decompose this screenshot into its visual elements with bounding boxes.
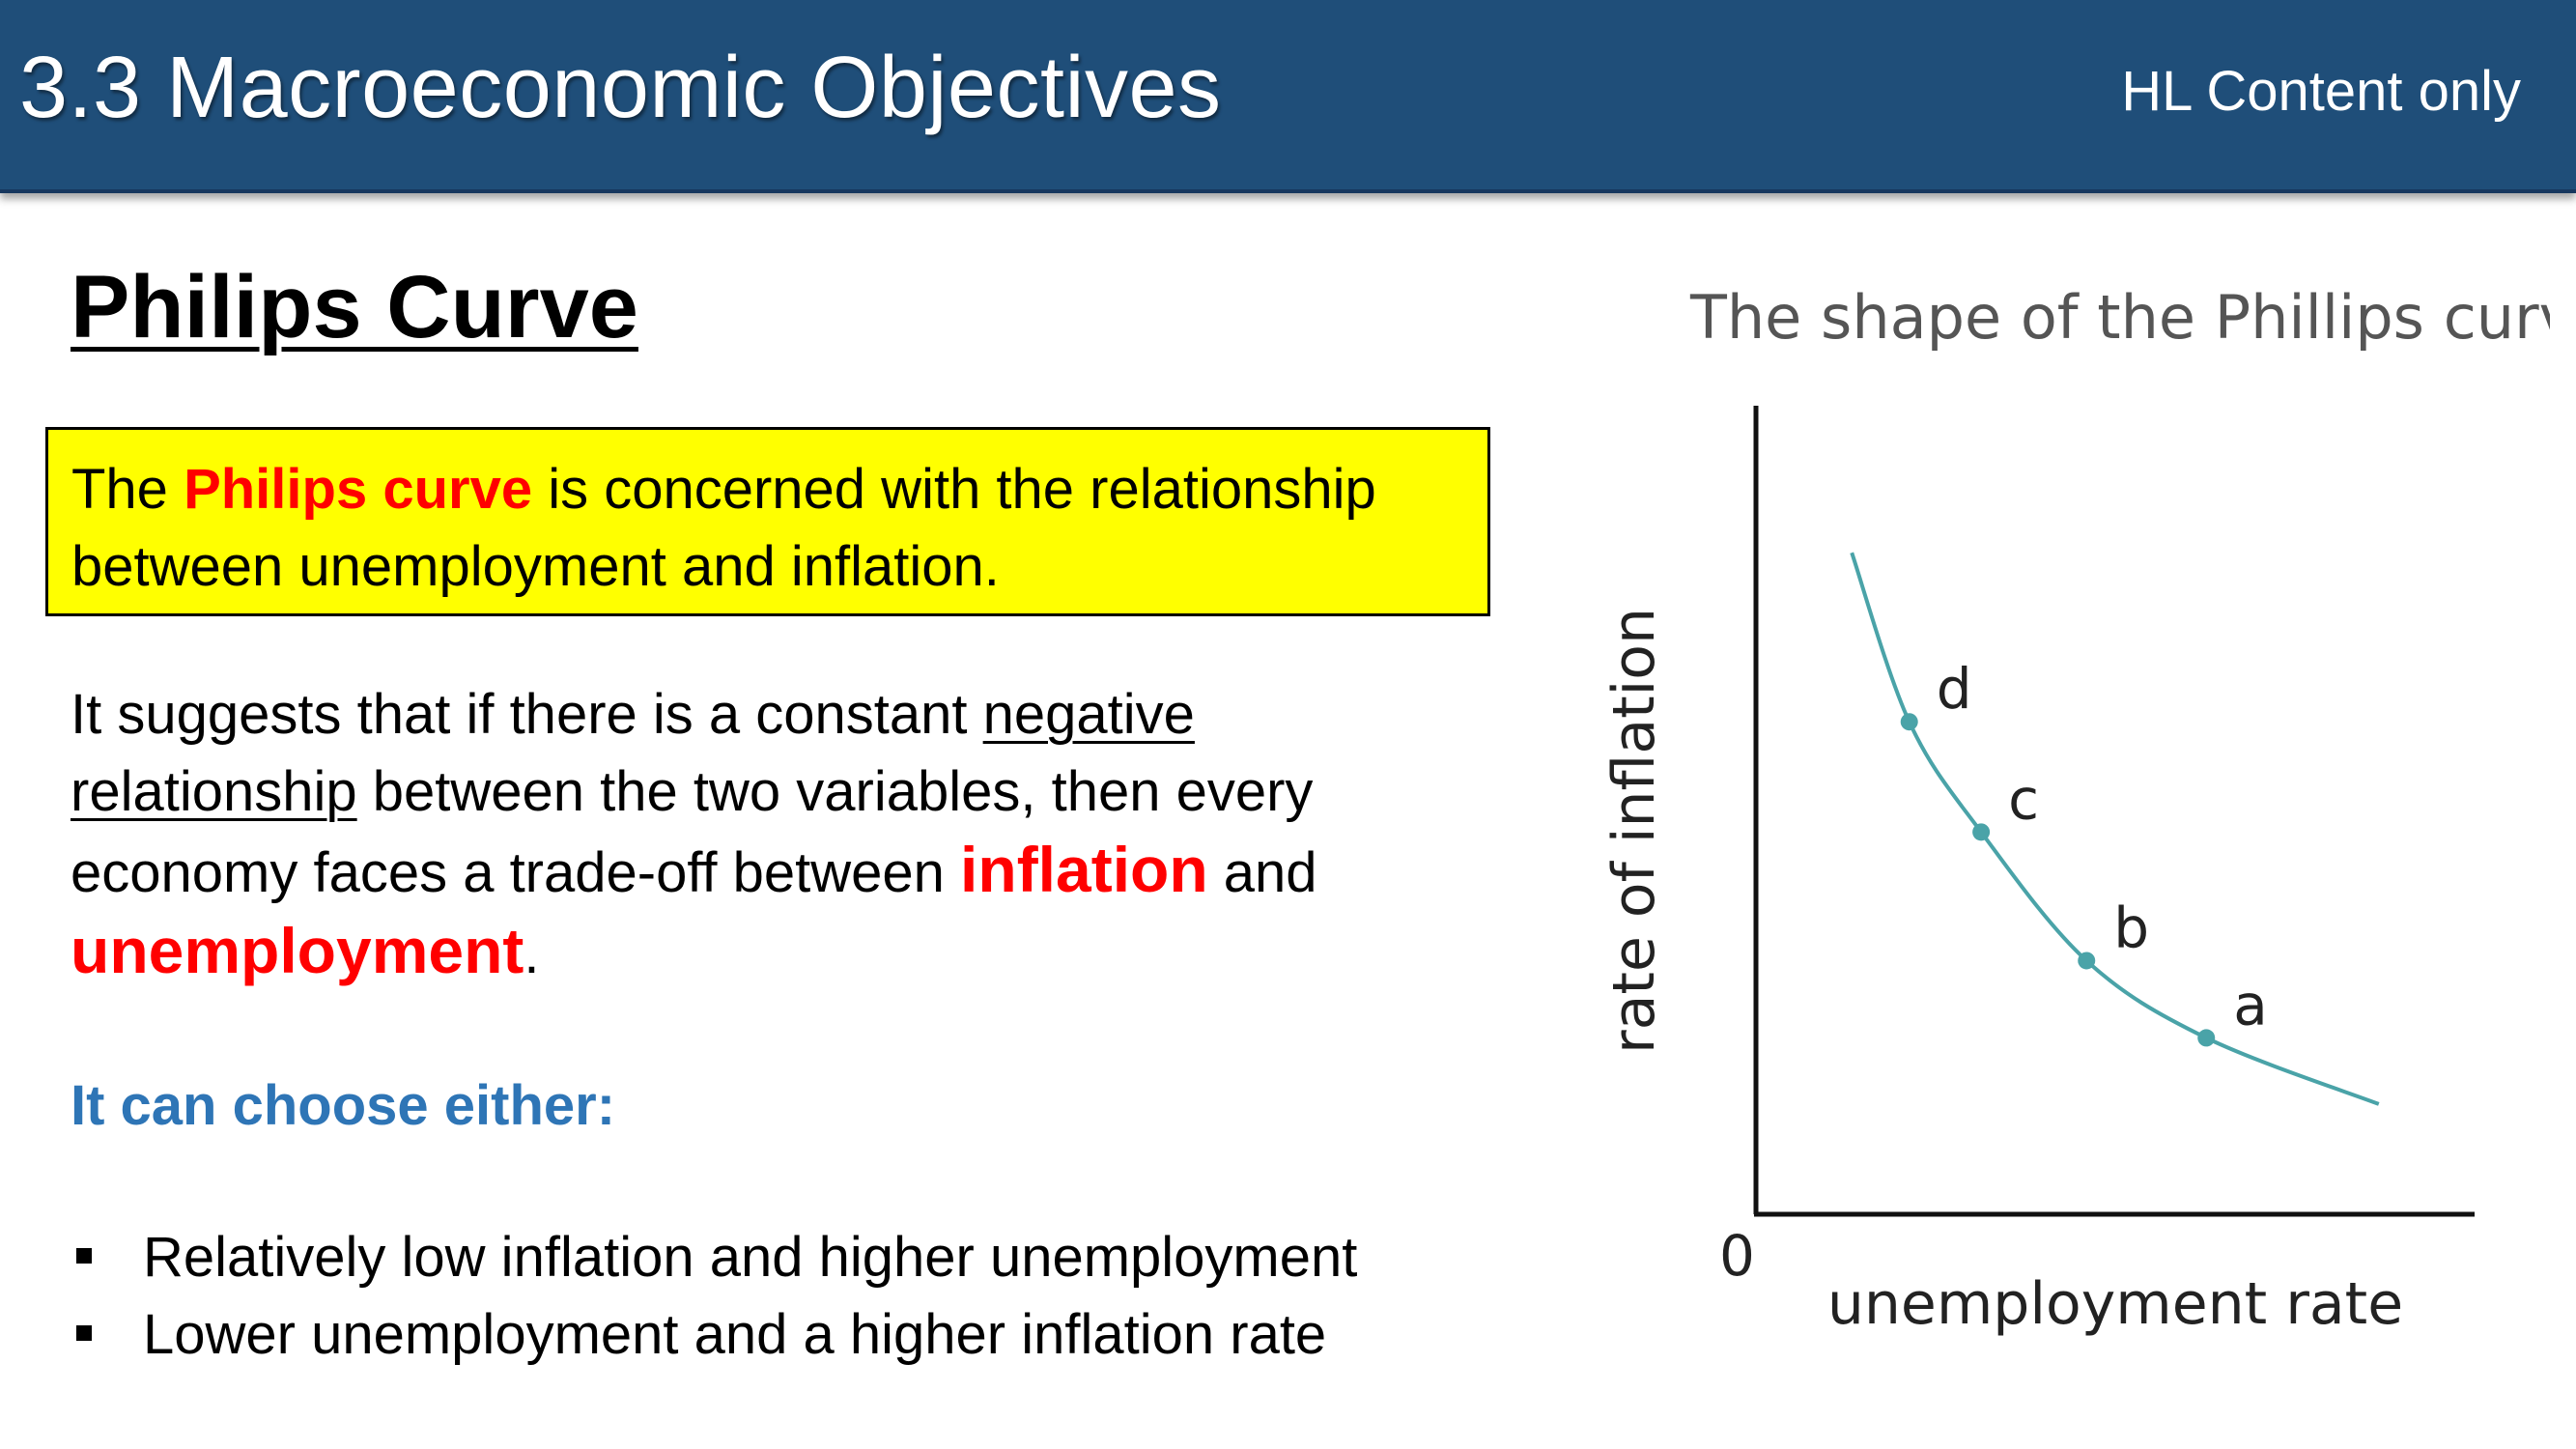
list-item: Relatively low inflation and higher unem… bbox=[71, 1219, 1357, 1296]
definition-prefix: The bbox=[71, 458, 184, 521]
list-item: Lower unemployment and a higher inflatio… bbox=[71, 1296, 1357, 1374]
choice-heading: It can choose either: bbox=[71, 1074, 616, 1137]
choice-list: Relatively low inflation and higher unem… bbox=[71, 1219, 1357, 1374]
data-point-a bbox=[2197, 1029, 2216, 1047]
data-point-b bbox=[2078, 952, 2096, 970]
paragraph-text-1: It suggests that if there is a constant bbox=[71, 683, 983, 746]
point-label-b: b bbox=[2113, 895, 2149, 960]
list-item-text: Lower unemployment and a higher inflatio… bbox=[143, 1303, 1327, 1366]
slide-title: 3.3 Macroeconomic Objectives bbox=[19, 40, 1222, 136]
paragraph-end: . bbox=[524, 923, 540, 985]
keyword-unemployment: unemployment bbox=[71, 915, 524, 986]
paragraph-underline-2: relationship bbox=[71, 760, 357, 823]
data-point-c bbox=[1972, 823, 1991, 841]
square-bullet-icon bbox=[76, 1325, 92, 1341]
origin-label: 0 bbox=[1719, 1223, 1755, 1289]
section-heading: Philips Curve bbox=[71, 258, 638, 356]
phillips-curve-line bbox=[1850, 552, 2380, 1106]
x-axis-label: unemployment rate bbox=[1827, 1270, 2403, 1338]
definition-highlight: Philips curve bbox=[184, 458, 533, 521]
title-bar: 3.3 Macroeconomic Objectives HL Content … bbox=[0, 0, 2576, 193]
list-item-text: Relatively low inflation and higher unem… bbox=[143, 1226, 1358, 1289]
keyword-inflation: inflation bbox=[960, 834, 1208, 905]
data-point-d bbox=[1900, 713, 1918, 731]
phillips-curve-chart: The shape of the Phillips curve rate of … bbox=[1600, 282, 2550, 1338]
paragraph-and: and bbox=[1207, 841, 1317, 904]
data-points: dc b a bbox=[1900, 656, 2268, 1047]
point-label-a: a bbox=[2233, 972, 2268, 1037]
definition-suffix: is concerned with the relationship betwe… bbox=[71, 458, 1376, 598]
paragraph-underline-1: negative bbox=[982, 683, 1195, 746]
definition-box: The Philips curve is concerned with the … bbox=[45, 427, 1490, 616]
point-label-d: d bbox=[1937, 656, 1972, 722]
y-axis-label: rate of inflation bbox=[1600, 608, 1668, 1054]
chart-title: The shape of the Phillips curve bbox=[1689, 282, 2550, 353]
point-label-c: c bbox=[2008, 766, 2039, 832]
square-bullet-icon bbox=[76, 1248, 92, 1264]
explanation-paragraph: It suggests that if there is a constant … bbox=[71, 676, 1355, 993]
paragraph-text-2: between the two variables, then every ec… bbox=[71, 760, 1314, 904]
content-level-label: HL Content only bbox=[2121, 60, 2521, 123]
